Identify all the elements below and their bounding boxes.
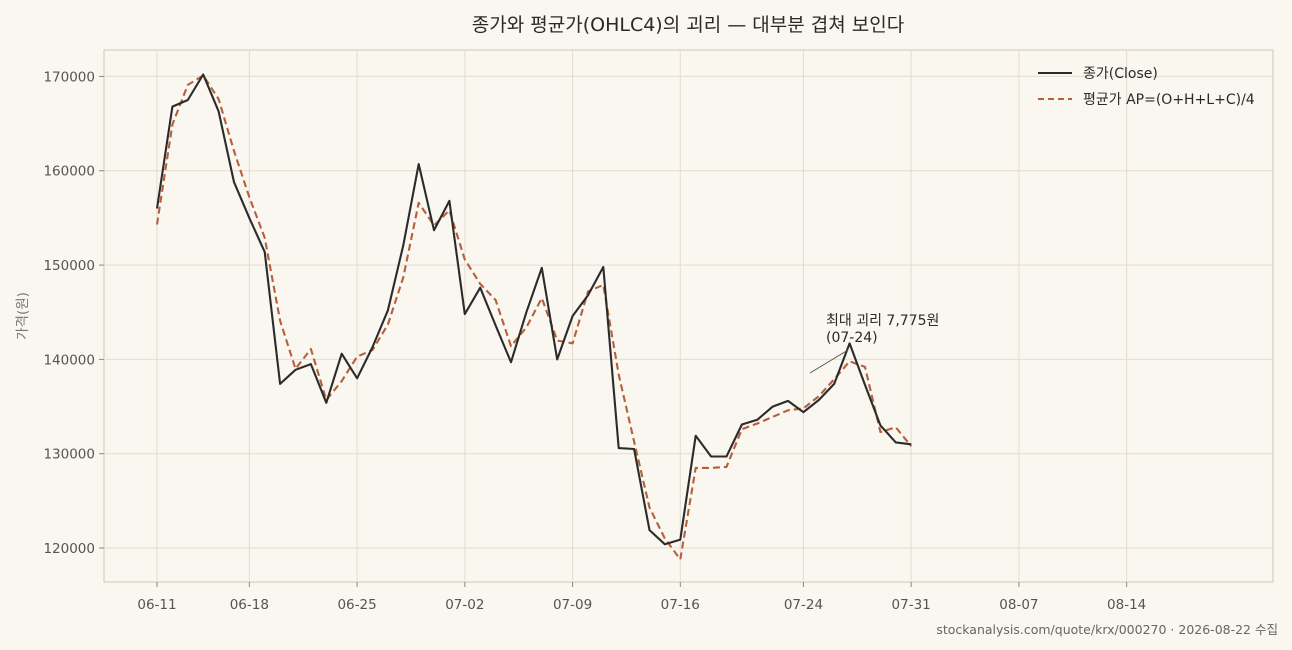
x-tick-label: 08-14 (1107, 597, 1146, 613)
annotation-line-2: (07-24) (826, 330, 878, 346)
x-tick-label: 07-02 (445, 597, 484, 613)
y-tick-label: 150000 (43, 258, 95, 274)
x-tick-label: 06-11 (137, 597, 176, 613)
annotation-line-1: 최대 괴리 7,775원 (826, 313, 939, 329)
y-tick-label: 130000 (43, 447, 95, 463)
legend-label-close: 종가(Close) (1083, 66, 1158, 82)
plot-area (104, 50, 1273, 582)
x-axis-ticks: 06-11 06-18 06-25 07-02 07-09 07-16 07-24 07-31… (137, 582, 1146, 613)
chart-title: 종가와 평균가(OHLC4)의 괴리 — 대부분 겹쳐 보인다 (472, 14, 904, 36)
x-tick-label: 07-24 (784, 597, 823, 613)
y-tick-label: 160000 (43, 164, 95, 180)
x-tick-label: 07-31 (892, 597, 931, 613)
source-credit: stockanalysis.com/quote/krx/000270 · 202… (936, 622, 1278, 637)
x-tick-label: 06-25 (337, 597, 376, 613)
x-tick-label: 07-09 (553, 597, 592, 613)
x-tick-label: 06-18 (230, 597, 269, 613)
x-tick-label: 07-16 (661, 597, 700, 613)
y-tick-label: 140000 (43, 352, 95, 368)
y-axis-ticks: 120000 130000 140000 150000 160000 170000 (43, 69, 104, 557)
y-tick-label: 170000 (43, 69, 95, 85)
legend-label-average: 평균가 AP=(O+H+L+C)/4 (1083, 92, 1255, 108)
y-axis-label: 가격(원) (15, 292, 31, 340)
y-tick-label: 120000 (43, 541, 95, 557)
x-tick-label: 08-07 (999, 597, 1038, 613)
